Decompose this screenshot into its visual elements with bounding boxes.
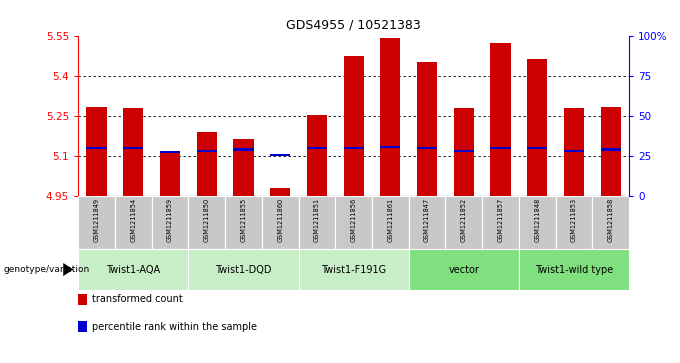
Bar	[270, 154, 290, 156]
Bar	[123, 147, 143, 149]
Bar	[417, 62, 437, 196]
Bar	[482, 196, 519, 249]
Text: Twist1-F191G: Twist1-F191G	[321, 265, 386, 274]
Bar	[527, 59, 547, 196]
Text: Twist1-wild type: Twist1-wild type	[534, 265, 613, 274]
Bar	[490, 43, 511, 196]
Bar	[188, 249, 299, 290]
Bar	[307, 115, 327, 196]
Bar	[188, 196, 225, 249]
Bar	[564, 108, 584, 196]
Text: transformed count: transformed count	[92, 294, 183, 305]
Text: GSM1211856: GSM1211856	[351, 197, 356, 242]
Text: GSM1211849: GSM1211849	[94, 197, 99, 242]
Bar	[86, 147, 107, 149]
Bar	[454, 150, 474, 152]
Bar	[152, 196, 188, 249]
Bar	[270, 188, 290, 196]
Text: percentile rank within the sample: percentile rank within the sample	[92, 322, 258, 332]
Bar	[78, 196, 115, 249]
Bar	[372, 196, 409, 249]
Bar	[380, 38, 401, 196]
Bar	[519, 249, 629, 290]
Text: GSM1211855: GSM1211855	[241, 197, 246, 242]
Bar	[380, 146, 401, 148]
Bar	[417, 147, 437, 149]
Bar	[564, 150, 584, 152]
Bar	[197, 150, 217, 152]
Bar	[78, 249, 188, 290]
Bar	[600, 107, 621, 196]
Bar	[556, 196, 592, 249]
Bar	[343, 147, 364, 149]
Text: GSM1211854: GSM1211854	[131, 197, 136, 242]
Text: genotype/variation: genotype/variation	[3, 265, 90, 274]
Text: GSM1211859: GSM1211859	[167, 197, 173, 242]
Text: vector: vector	[448, 265, 479, 274]
Text: GSM1211853: GSM1211853	[571, 197, 577, 242]
Bar	[86, 107, 107, 196]
Bar	[160, 151, 180, 153]
Bar	[600, 148, 621, 151]
Bar	[445, 196, 482, 249]
Bar	[299, 249, 409, 290]
Bar	[527, 147, 547, 149]
Bar	[225, 196, 262, 249]
Text: GSM1211857: GSM1211857	[498, 197, 503, 242]
Bar	[262, 196, 299, 249]
Text: GSM1211850: GSM1211850	[204, 197, 209, 242]
Bar	[335, 196, 372, 249]
Text: Twist1-AQA: Twist1-AQA	[106, 265, 160, 274]
Text: GSM1211847: GSM1211847	[424, 197, 430, 242]
Bar	[409, 249, 519, 290]
Bar	[409, 196, 445, 249]
Text: GDS4955 / 10521383: GDS4955 / 10521383	[286, 18, 421, 31]
Text: GSM1211852: GSM1211852	[461, 197, 466, 242]
Bar	[454, 108, 474, 196]
Text: GSM1211858: GSM1211858	[608, 197, 613, 242]
Bar	[115, 196, 152, 249]
Text: GSM1211848: GSM1211848	[534, 197, 540, 242]
Bar	[233, 139, 254, 196]
Text: Twist1-DQD: Twist1-DQD	[215, 265, 272, 274]
Text: GSM1211851: GSM1211851	[314, 197, 320, 242]
Text: GSM1211860: GSM1211860	[277, 197, 283, 242]
Bar	[519, 196, 556, 249]
Bar	[307, 147, 327, 149]
Bar	[299, 196, 335, 249]
Bar	[160, 154, 180, 196]
Bar	[197, 132, 217, 196]
Bar	[343, 56, 364, 196]
Polygon shape	[63, 263, 73, 276]
Bar	[123, 108, 143, 196]
Text: GSM1211861: GSM1211861	[388, 197, 393, 242]
Bar	[490, 147, 511, 149]
Bar	[233, 148, 254, 151]
Bar	[592, 196, 629, 249]
